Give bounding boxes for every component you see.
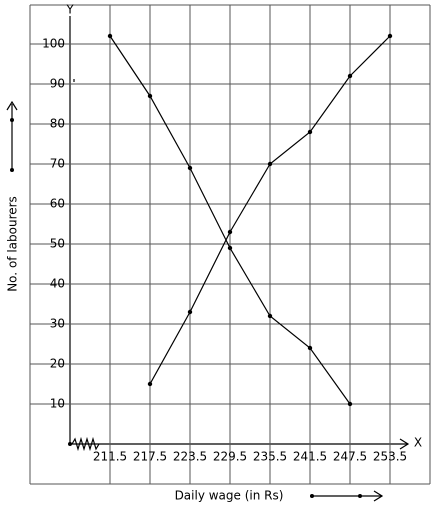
x-tick-label: 253.5 [373,450,407,464]
x-axis-label: Daily wage (in Rs) [175,489,284,503]
data-point [147,93,153,99]
x-tick-label: 223.5 [173,450,207,464]
decor-dot [358,494,362,498]
decor-dot [10,168,14,172]
decor-dot [310,494,314,498]
x-tick-label: 247.5 [333,450,367,464]
data-point [187,309,193,315]
axes [6,16,410,502]
y-tick-label: 10 [50,397,65,411]
y-axis-label: No. of labourers [6,196,20,292]
data-point [267,313,273,319]
data-point [147,381,153,387]
x-tick-label: 211.5 [93,450,127,464]
data-point [387,33,393,39]
x-tick-label: 241.5 [293,450,327,464]
data-point [187,165,193,171]
data-point [347,401,353,407]
data-point [307,345,313,351]
data-point [347,73,353,79]
y-tick-label: 20 [50,357,65,371]
x-tick-label: 235.5 [253,450,287,464]
x-axis-name: X [414,436,422,450]
x-tick-label: 229.5 [213,450,247,464]
y-tick-label: 50 [50,237,65,251]
decor-dot [10,118,14,122]
y-tick-label: 80 [50,117,65,131]
y-tick-label: 30 [50,317,65,331]
data-point [227,245,233,251]
y-tick-label: 70 [50,157,65,171]
data-point [107,33,113,39]
x-tick-label: 217.5 [133,450,167,464]
data-point [267,161,273,167]
y-tick-label: 90 [50,77,65,91]
data-point [227,229,233,235]
origin-dot [68,442,72,446]
y-axis-name: Y [65,3,74,17]
y-tick-label: 60 [50,197,65,211]
y-tick-label: 40 [50,277,65,291]
y-tick-label: 100 [42,37,65,51]
data-point [307,129,313,135]
